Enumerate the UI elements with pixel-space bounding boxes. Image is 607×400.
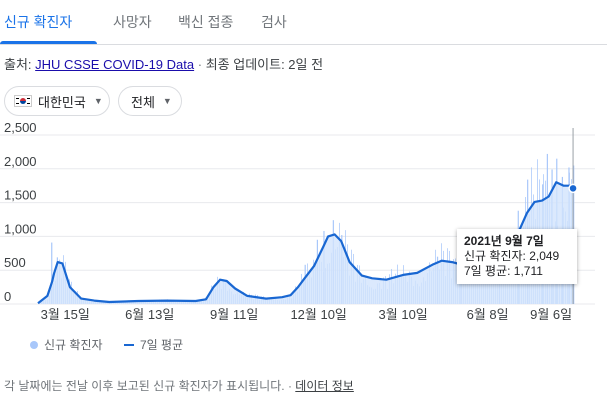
legend-average-label: 7일 평균 (140, 338, 184, 352)
tab-bar: 신규 확진자 사망자 백신 접종 검사 (0, 0, 607, 45)
hover-dot (568, 183, 578, 194)
x-tick-label: 9월 11일 (210, 307, 258, 322)
legend-line-icon (124, 343, 134, 346)
scope-label: 전체 (131, 94, 155, 110)
y-axis-labels: 2,500 2,000 1,500 1,000 500 0 (4, 120, 37, 304)
average-area (38, 182, 574, 304)
tab-vaccination[interactable]: 백신 접종 (178, 14, 234, 30)
y-tick-label: 500 (4, 255, 26, 270)
source-separator: · (197, 57, 203, 72)
y-tick-label: 1,000 (4, 221, 37, 236)
x-tick-label: 12월 10일 (290, 307, 346, 322)
y-tick-label: 0 (4, 289, 11, 304)
tab-deaths[interactable]: 사망자 (113, 14, 152, 30)
footer-note: 각 날짜에는 전날 이후 보고된 신규 확진자가 표시됩니다. · 데이터 정보 (4, 377, 354, 394)
x-axis-labels: 3월 15일 6월 13일 9월 11일 12월 10일 3월 10일 6월 8일 9월 6… (41, 307, 573, 322)
footer-separator: · (287, 379, 292, 393)
x-tick-label: 6월 13일 (125, 307, 174, 322)
tab-testing[interactable]: 검사 (261, 14, 287, 30)
x-tick-label: 9월 6일 (530, 307, 572, 322)
legend-dot-icon (30, 340, 38, 349)
legend-cases: 신규 확진자 (30, 336, 103, 353)
legend-average: 7일 평균 (124, 336, 183, 353)
y-tick-label: 1,500 (4, 188, 37, 203)
active-tab-indicator (0, 41, 97, 44)
x-tick-label: 3월 10일 (379, 307, 428, 322)
tooltip-average: 7일 평균: 1,711 (464, 264, 543, 278)
tooltip-date: 2021년 9월 7일 (464, 234, 544, 248)
updated-text: 최종 업데이트: 2일 전 (205, 57, 324, 72)
x-tick-label: 6월 8일 (467, 307, 509, 322)
chart-tooltip: 2021년 9월 7일 신규 확진자: 2,049 7일 평균: 1,711 (457, 229, 577, 284)
tooltip-cases: 신규 확진자: 2,049 (464, 249, 560, 263)
region-label: 대한민국 (38, 94, 86, 110)
x-tick-label: 3월 15일 (41, 307, 90, 322)
legend-cases-label: 신규 확진자 (44, 338, 103, 352)
data-info-link[interactable]: 데이터 정보 (295, 379, 354, 393)
source-prefix: 출처: (4, 57, 32, 72)
region-dropdown[interactable]: 대한민국 ▼ (4, 86, 110, 116)
source-link[interactable]: JHU CSSE COVID-19 Data (35, 57, 195, 72)
tab-new-cases[interactable]: 신규 확진자 (4, 14, 73, 30)
daily-bar-peak (51, 242, 53, 304)
y-tick-label: 2,000 (4, 154, 37, 169)
chevron-down-icon: ▼ (93, 96, 103, 106)
y-tick-label: 2,500 (4, 120, 37, 135)
korea-flag-icon (14, 95, 32, 107)
scope-dropdown[interactable]: 전체 ▼ (118, 86, 182, 116)
cases-chart[interactable]: 2,500 2,000 1,500 1,000 500 0 3월 15일 6월 13일 9월 … (0, 120, 607, 330)
footer-text: 각 날짜에는 전날 이후 보고된 신규 확진자가 표시됩니다. (4, 379, 285, 393)
chevron-down-icon: ▼ (162, 96, 172, 106)
source-line: 출처: JHU CSSE COVID-19 Data · 최종 업데이트: 2일… (4, 54, 323, 73)
